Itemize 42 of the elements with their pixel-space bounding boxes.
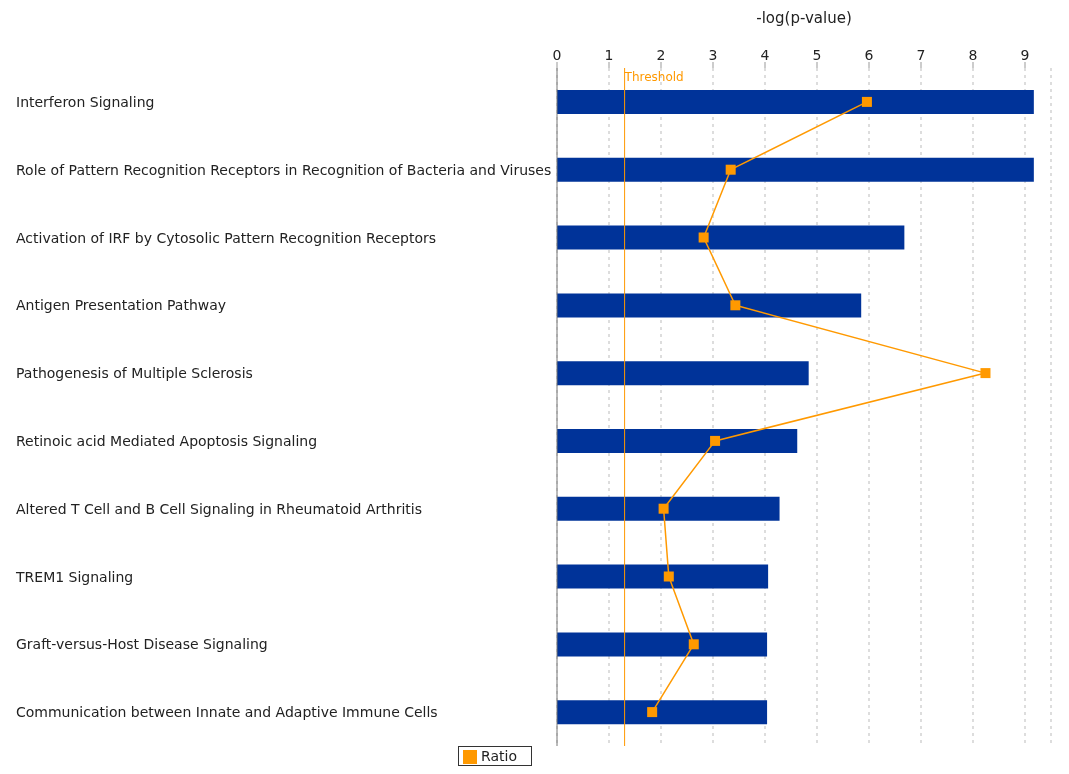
bar — [557, 632, 768, 657]
bar — [557, 496, 780, 521]
x-tick-label: 7 — [916, 47, 926, 63]
y-tick-label: Antigen Presentation Pathway — [16, 297, 227, 314]
x-tick-label: 4 — [760, 47, 770, 63]
bar — [557, 90, 1034, 114]
point — [861, 96, 872, 107]
point — [658, 503, 669, 514]
point — [710, 435, 721, 446]
y-tick-label: Altered T Cell and B Cell Signaling in Rheumatoid Arthritis — [16, 500, 422, 517]
bar — [557, 700, 768, 725]
bar — [557, 361, 809, 386]
x-tick-label: 1 — [604, 47, 614, 63]
bar — [557, 429, 798, 453]
y-tick-label: Interferon Signaling — [16, 93, 155, 110]
bar — [557, 225, 905, 250]
x-tick-label: 5 — [812, 47, 822, 63]
y-tick-label: Pathogenesis of Multiple Sclerosis — [16, 365, 253, 382]
bar — [557, 564, 769, 589]
x-tick-label: 6 — [864, 47, 874, 63]
bar — [557, 157, 1034, 182]
x-tick-label: 9 — [1020, 47, 1030, 63]
point — [698, 232, 709, 243]
x-tick-label: 3 — [708, 47, 718, 63]
point — [647, 707, 658, 718]
y-tick-label: Role of Pattern Recognition Receptors in Recognition of Bacteria and Viruses — [16, 161, 552, 178]
point — [725, 164, 736, 175]
x-axis-title: -log(p-value) — [756, 8, 852, 27]
y-tick-label: TREM1 Signaling — [15, 568, 134, 585]
legend-label: Ratio — [481, 748, 517, 764]
y-tick-label: Communication between Innate and Adaptive Immune Cells — [16, 704, 438, 721]
x-tick-label: 0 — [552, 47, 562, 63]
bar — [557, 293, 862, 318]
point — [688, 639, 699, 650]
x-tick-label: 8 — [968, 47, 978, 63]
point — [730, 300, 741, 311]
point — [663, 571, 674, 582]
x-tick-label: 2 — [656, 47, 666, 63]
point — [980, 368, 991, 379]
y-tick-label: Retinoic acid Mediated Apoptosis Signaling — [16, 432, 318, 449]
y-tick-label: Graft-versus-Host Disease Signaling — [16, 636, 268, 653]
y-tick-label: Activation of IRF by Cytosolic Pattern Recognition Receptors — [16, 229, 437, 246]
